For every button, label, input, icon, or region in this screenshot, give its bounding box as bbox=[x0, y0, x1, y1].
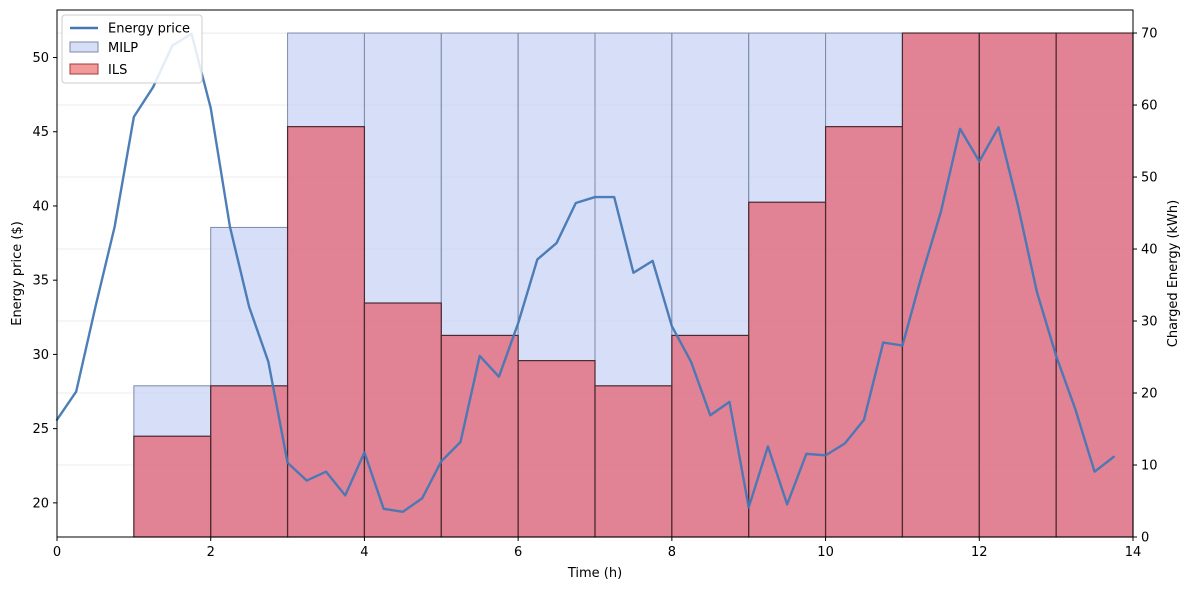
y-left-tick-label: 25 bbox=[32, 422, 49, 437]
x-tick-label: 4 bbox=[360, 545, 368, 560]
x-tick-label: 8 bbox=[668, 545, 676, 560]
x-axis-ticks: 0 2 4 6 8 10 12 14 bbox=[53, 537, 1141, 560]
y-right-axis-label: Charged Energy (kWh) bbox=[1166, 200, 1181, 347]
legend-swatch-milp bbox=[69, 41, 99, 53]
x-axis-label: Time (h) bbox=[567, 566, 622, 581]
legend-label-energy-price: Energy price bbox=[108, 22, 190, 37]
y-left-tick-label: 40 bbox=[32, 199, 49, 214]
price-line bbox=[55, 32, 1115, 513]
y-left-axis-label: Energy price ($) bbox=[10, 221, 25, 326]
y-right-tick-label: 60 bbox=[1141, 99, 1158, 114]
legend-label-milp: MILP bbox=[108, 41, 138, 56]
x-tick-label: 10 bbox=[817, 545, 834, 560]
ils-bar bbox=[901, 32, 980, 538]
ils-bar bbox=[671, 334, 750, 538]
y-left-tick-label: 20 bbox=[32, 496, 49, 511]
legend-label-ils: ILS bbox=[108, 63, 127, 78]
ils-bar bbox=[748, 201, 827, 538]
ils-bar bbox=[517, 360, 596, 538]
y-right-axis-ticks: 0 10 20 30 40 50 60 70 bbox=[1133, 27, 1158, 546]
ils-bar bbox=[133, 435, 212, 538]
ils-bar bbox=[440, 334, 519, 538]
y-right-tick-label: 10 bbox=[1141, 459, 1158, 474]
ils-bar bbox=[286, 126, 366, 538]
ils-bars bbox=[133, 32, 1134, 538]
legend: Energy price MILP ILS bbox=[61, 14, 203, 84]
y-right-tick-label: 50 bbox=[1141, 171, 1158, 186]
y-left-tick-label: 35 bbox=[32, 274, 49, 289]
ils-bar bbox=[824, 126, 904, 538]
y-right-tick-label: 30 bbox=[1141, 315, 1158, 330]
y-left-tick-label: 45 bbox=[32, 125, 49, 140]
legend-swatch-ils bbox=[69, 63, 99, 75]
x-tick-label: 12 bbox=[971, 545, 988, 560]
ils-bar bbox=[1055, 32, 1134, 538]
ils-bar bbox=[978, 32, 1057, 538]
x-tick-label: 2 bbox=[207, 545, 215, 560]
y-left-tick-label: 30 bbox=[32, 348, 49, 363]
y-right-tick-label: 0 bbox=[1141, 531, 1149, 546]
y-left-tick-label: 50 bbox=[32, 51, 49, 66]
ils-bar bbox=[210, 385, 289, 538]
ils-bar bbox=[363, 302, 442, 538]
plot-frame bbox=[56, 9, 1134, 538]
y-right-tick-label: 70 bbox=[1141, 27, 1158, 42]
x-tick-label: 14 bbox=[1125, 545, 1142, 560]
y-right-tick-label: 40 bbox=[1141, 243, 1158, 258]
y-right-tick-label: 20 bbox=[1141, 387, 1158, 402]
price-line-layer bbox=[55, 32, 1115, 513]
ils-bar bbox=[594, 385, 673, 538]
y-left-axis-ticks: 20 25 30 35 40 45 50 bbox=[32, 51, 57, 511]
x-tick-label: 6 bbox=[514, 545, 522, 560]
x-tick-label: 0 bbox=[53, 545, 61, 560]
